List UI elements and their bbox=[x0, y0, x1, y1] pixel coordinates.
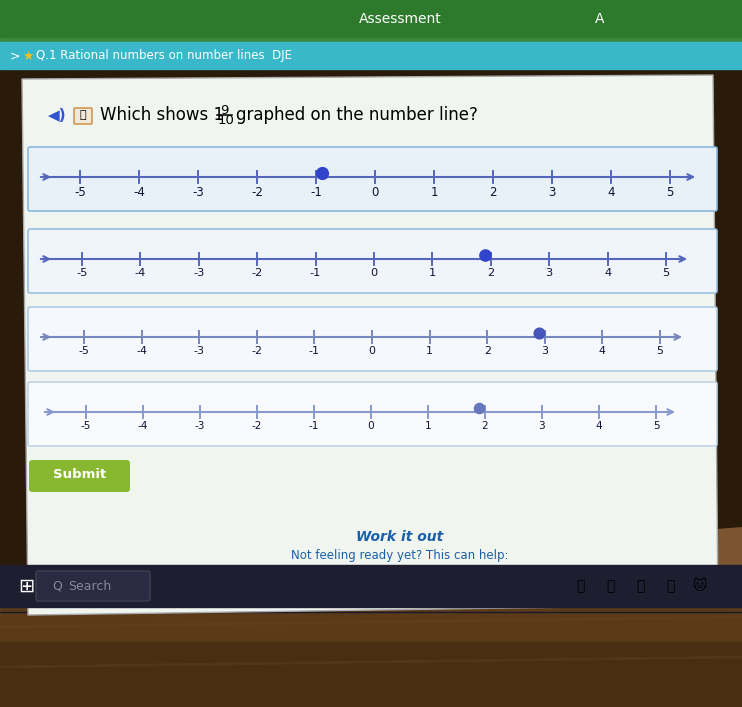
Text: A: A bbox=[595, 12, 605, 26]
Text: Submit: Submit bbox=[53, 469, 107, 481]
Text: Which shows 1: Which shows 1 bbox=[100, 106, 224, 124]
Text: -4: -4 bbox=[137, 346, 147, 356]
Text: -2: -2 bbox=[251, 186, 263, 199]
Text: 4: 4 bbox=[596, 421, 603, 431]
Text: -5: -5 bbox=[74, 186, 86, 199]
Text: ★: ★ bbox=[22, 49, 33, 62]
Text: 4: 4 bbox=[604, 268, 611, 278]
Text: 9: 9 bbox=[220, 103, 229, 117]
Text: 3: 3 bbox=[542, 346, 548, 356]
Text: Q: Q bbox=[52, 580, 62, 592]
Text: 💬: 💬 bbox=[576, 579, 584, 593]
Text: -4: -4 bbox=[135, 268, 146, 278]
FancyBboxPatch shape bbox=[29, 460, 130, 492]
Text: Q.1 Rational numbers on number lines  DJE: Q.1 Rational numbers on number lines DJE bbox=[36, 49, 292, 62]
Text: -3: -3 bbox=[194, 346, 205, 356]
Text: 0: 0 bbox=[371, 186, 378, 199]
Text: 📁: 📁 bbox=[636, 579, 644, 593]
Polygon shape bbox=[0, 527, 742, 707]
Text: 3: 3 bbox=[548, 186, 556, 199]
Text: 5: 5 bbox=[653, 421, 660, 431]
Text: 2: 2 bbox=[482, 421, 488, 431]
Text: -3: -3 bbox=[192, 186, 204, 199]
FancyBboxPatch shape bbox=[36, 571, 150, 601]
Text: 🌐: 🌐 bbox=[605, 579, 614, 593]
Text: -5: -5 bbox=[76, 268, 88, 278]
Text: >: > bbox=[10, 49, 21, 62]
Text: Search: Search bbox=[68, 580, 111, 592]
Text: 📧: 📧 bbox=[666, 579, 674, 593]
Text: 2: 2 bbox=[489, 186, 496, 199]
Text: -2: -2 bbox=[252, 268, 263, 278]
Text: graphed on the number line?: graphed on the number line? bbox=[236, 106, 478, 124]
Bar bbox=[0, 565, 742, 607]
Text: 5: 5 bbox=[666, 186, 674, 199]
Text: 5: 5 bbox=[663, 268, 669, 278]
Text: -5: -5 bbox=[79, 346, 90, 356]
Text: 🐱: 🐱 bbox=[693, 579, 707, 593]
Text: -3: -3 bbox=[193, 268, 205, 278]
Bar bbox=[0, 0, 742, 42]
Text: -1: -1 bbox=[310, 268, 321, 278]
Text: -4: -4 bbox=[133, 186, 145, 199]
Text: 0: 0 bbox=[367, 421, 375, 431]
Text: 3: 3 bbox=[539, 421, 545, 431]
Text: 5: 5 bbox=[657, 346, 663, 356]
Text: -3: -3 bbox=[194, 421, 206, 431]
Text: 10: 10 bbox=[218, 114, 235, 127]
FancyBboxPatch shape bbox=[28, 229, 717, 293]
Text: -4: -4 bbox=[138, 421, 148, 431]
Text: -1: -1 bbox=[310, 186, 322, 199]
Text: ◀): ◀) bbox=[48, 107, 67, 122]
Text: -1: -1 bbox=[309, 421, 319, 431]
Text: 🔍: 🔍 bbox=[79, 110, 86, 120]
Text: 4: 4 bbox=[607, 186, 615, 199]
Text: 2: 2 bbox=[484, 346, 490, 356]
Text: 4: 4 bbox=[599, 346, 605, 356]
Text: -2: -2 bbox=[252, 346, 262, 356]
FancyBboxPatch shape bbox=[28, 147, 717, 211]
FancyBboxPatch shape bbox=[28, 307, 717, 371]
Text: Not feeling ready yet? This can help:: Not feeling ready yet? This can help: bbox=[292, 549, 509, 561]
Text: 1: 1 bbox=[430, 186, 438, 199]
Text: 1: 1 bbox=[429, 268, 436, 278]
Text: 2: 2 bbox=[487, 268, 494, 278]
Text: 1: 1 bbox=[426, 346, 433, 356]
Bar bbox=[0, 642, 742, 707]
Polygon shape bbox=[22, 75, 718, 615]
Text: -2: -2 bbox=[252, 421, 262, 431]
FancyBboxPatch shape bbox=[28, 382, 717, 446]
Text: 0: 0 bbox=[370, 268, 378, 278]
Bar bbox=[0, 607, 742, 707]
Text: 3: 3 bbox=[545, 268, 553, 278]
Text: 0: 0 bbox=[369, 346, 375, 356]
Bar bbox=[0, 0, 742, 37]
Text: Work it out: Work it out bbox=[356, 530, 444, 544]
Text: -1: -1 bbox=[309, 346, 320, 356]
Text: 1: 1 bbox=[424, 421, 431, 431]
Bar bbox=[0, 42, 742, 69]
Text: Assessment: Assessment bbox=[358, 12, 441, 26]
FancyBboxPatch shape bbox=[74, 108, 92, 124]
Text: ⊞: ⊞ bbox=[18, 576, 34, 595]
Text: -5: -5 bbox=[81, 421, 91, 431]
